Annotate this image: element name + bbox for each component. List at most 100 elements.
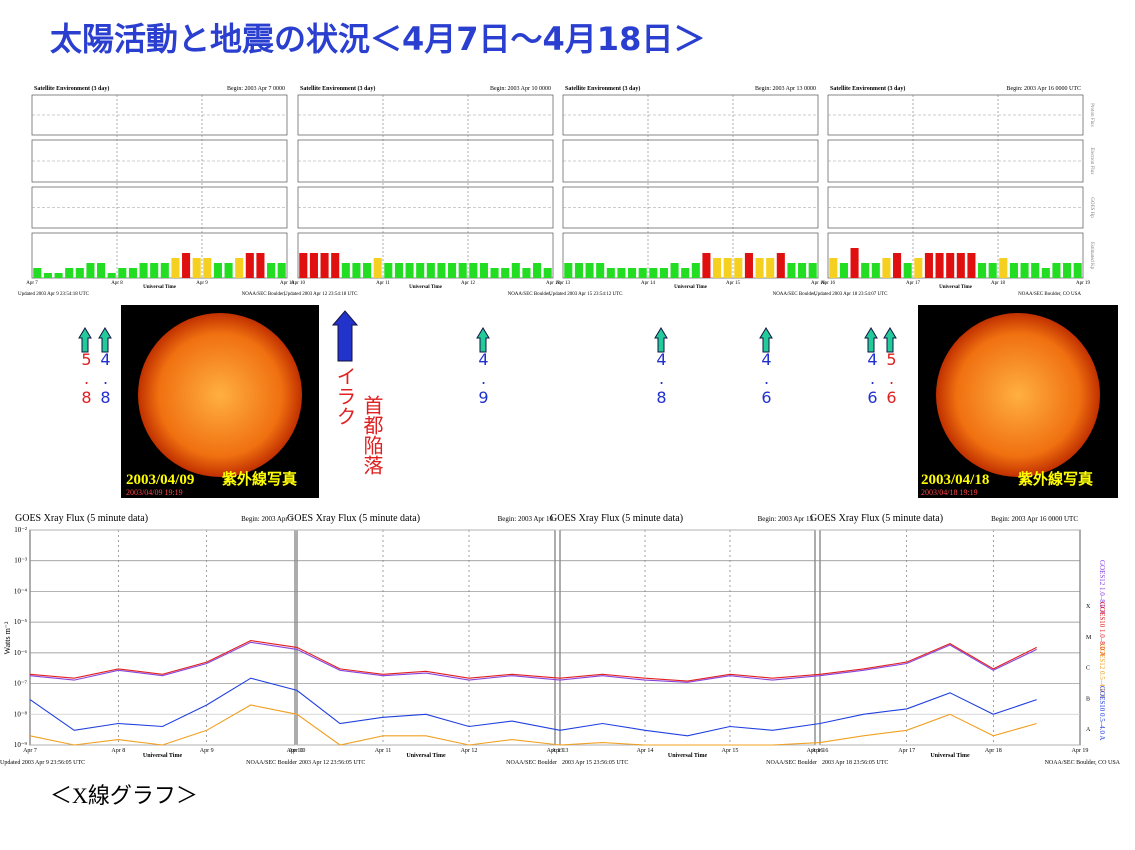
credit: NOAA/SEC Boulder, CO USA [1018, 292, 1081, 297]
panel-begin: Begin: 2003 Apr 16 0000 UTC [1007, 86, 1082, 92]
kp-bar [776, 253, 785, 278]
y-tick-label: 10⁻⁴ [14, 587, 28, 595]
plot-frame [559, 529, 816, 746]
kp-bar [946, 253, 955, 278]
panel-begin: Begin: 2003 Apr 10 [498, 515, 554, 523]
kp-bar [118, 268, 127, 278]
kp-bar [606, 268, 615, 278]
side-label: Estimated Kp [1089, 242, 1094, 270]
kp-bar [882, 258, 891, 278]
kp-bar [1063, 263, 1072, 278]
magnitude: 4.8 [96, 350, 115, 407]
kp-bar [75, 268, 84, 278]
y-tick-label: 10⁻⁵ [14, 618, 28, 626]
panel-begin: Begin: 2003 Apr 10 0000 [490, 86, 551, 92]
y-tick-label: 10⁻⁹ [14, 741, 28, 749]
sun-caption: 紫外線写真 [1018, 470, 1093, 488]
axis-label: Universal Time [668, 753, 708, 759]
x-tick-label: Apr 13 [546, 281, 561, 286]
kp-bar [490, 268, 499, 278]
kp-bar [235, 258, 244, 278]
magnitude: 4.6 [757, 350, 776, 407]
kp-bar [723, 258, 732, 278]
plot-frame [29, 529, 296, 746]
y-tick-label: 10⁻⁶ [14, 649, 28, 657]
series-line [29, 704, 1037, 746]
arrows [78, 310, 897, 362]
kp-bar [755, 258, 764, 278]
updated: Updated 2003 Apr 15 23:54:12 UTC [549, 292, 623, 297]
kp-bar [128, 268, 137, 278]
updated: Updated 2003 Apr 9 23:54:18 UTC [18, 292, 90, 297]
panel-title: GOES Xray Flux (5 minute data) [287, 513, 420, 524]
kp-bar [320, 253, 329, 278]
y-tick-label: 10⁻⁸ [14, 710, 28, 718]
kp-bar [309, 253, 318, 278]
credit: NOAA/SEC Boulder [506, 760, 557, 766]
kp-bar [543, 268, 552, 278]
axis-label: Universal Time [143, 285, 177, 290]
flare-class: B [1086, 696, 1090, 702]
kp-bar [416, 263, 425, 278]
kp-bar [617, 268, 626, 278]
kp-bar [479, 263, 488, 278]
kp-bar [511, 263, 520, 278]
x-tick-label: Apr 17 [906, 281, 921, 286]
magnitude: 5.6 [882, 350, 901, 407]
kp-bar [533, 263, 542, 278]
kp-bar [596, 263, 605, 278]
kp-bar [967, 253, 976, 278]
kp-bar [171, 258, 180, 278]
x-tick-label: Apr 10 [287, 748, 304, 754]
kp-bar [182, 253, 191, 278]
y-axis-label: Watts m⁻² [3, 621, 12, 654]
kp-bar [956, 253, 965, 278]
axis-label: Universal Time [143, 753, 183, 759]
legend-entry: GOES10 1.0–8.0 A [1098, 602, 1106, 656]
axis-label: Universal Time [674, 285, 708, 290]
credit: NOAA/SEC Boulder, CO USA [1045, 760, 1121, 766]
kp-bar [363, 263, 372, 278]
kp-bar [437, 263, 446, 278]
legend-entry: GOES12 0.5–4.0 A [1098, 644, 1106, 698]
panel-header: Satellite Environment (3 day) [830, 85, 905, 92]
panel-begin: Begin: 2003 Apr 13 [758, 515, 814, 523]
y-tick-label: 10⁻² [14, 526, 27, 534]
x-tick-label: Apr 16 [811, 281, 826, 286]
plot-frame [296, 529, 556, 746]
kp-bar [766, 258, 775, 278]
kp-bar [808, 263, 817, 278]
x-tick-label: Apr 18 [991, 281, 1006, 286]
kp-bar [1041, 268, 1050, 278]
updated: Updated 2003 Apr 12 23:54:18 UTC [284, 292, 358, 297]
kp-bar [469, 263, 478, 278]
magnitude: 4.9 [474, 350, 493, 407]
kp-bar [787, 263, 796, 278]
kp-bar [352, 263, 361, 278]
x-tick-label: Apr 16 [821, 281, 836, 286]
kp-bar [978, 263, 987, 278]
kp-bar [139, 263, 148, 278]
kp-bar [1031, 263, 1040, 278]
x-tick-label: Apr 17 [898, 748, 915, 754]
kp-bar [331, 253, 340, 278]
kp-bar [914, 258, 923, 278]
flare-class: C [1086, 666, 1090, 672]
kp-bar [43, 273, 52, 278]
kp-bar [574, 263, 583, 278]
x-tick-label: Apr 14 [641, 281, 656, 286]
kp-bar [1052, 263, 1061, 278]
kp-bar [871, 263, 880, 278]
sun-date: 2003/04/18 [921, 472, 989, 488]
kp-bar [659, 268, 668, 278]
sun-date: 2003/04/09 [126, 472, 194, 488]
x-tick-label: Apr 16 [807, 748, 824, 754]
x-tick-label: Apr 7 [26, 281, 38, 286]
x-tick-label: Apr 10 [280, 281, 295, 286]
kp-bar [97, 263, 106, 278]
kp-bar [839, 263, 848, 278]
x-tick-label: Apr 10 [291, 281, 306, 286]
flare-class: X [1086, 604, 1091, 610]
kp-bar [903, 263, 912, 278]
flare-class: M [1086, 635, 1092, 641]
